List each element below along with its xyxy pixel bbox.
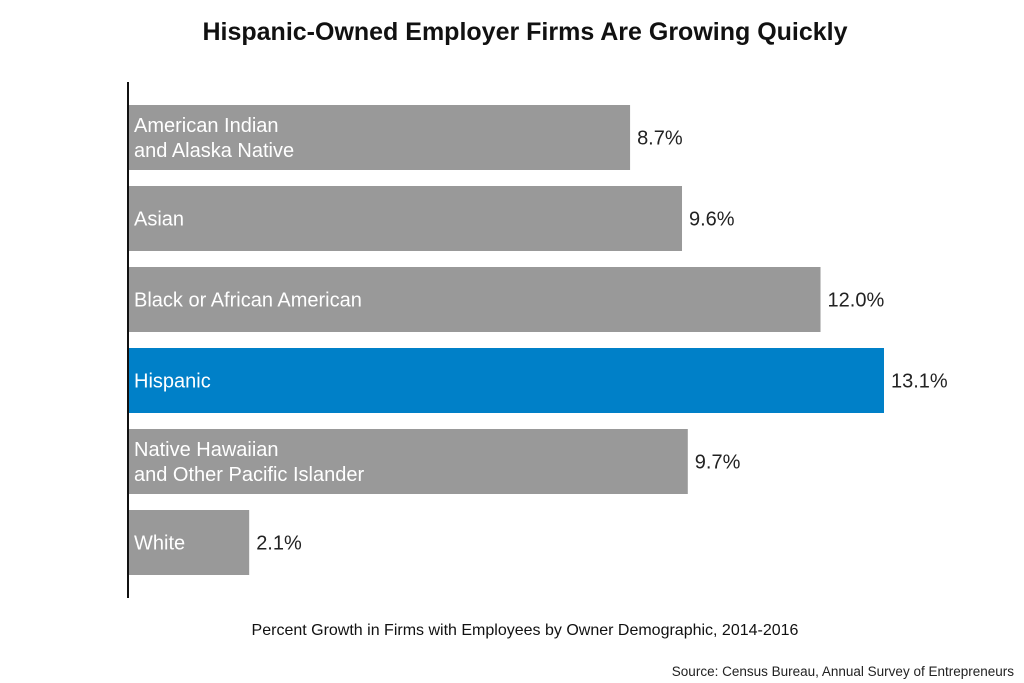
chart-subtitle: Percent Growth in Firms with Employees b… [251, 622, 799, 639]
bar-chart: American Indian and Alaska Native 8.7% Asia… [127, 82, 948, 598]
category-label: Black or African American [134, 290, 362, 312]
value-label: 9.6% [689, 209, 735, 231]
category-label: Native Hawaiian [134, 439, 279, 461]
value-label: 12.0% [828, 290, 885, 312]
bar [128, 510, 250, 575]
chart-title: Hispanic-Owned Employer Firms Are Growin… [202, 18, 848, 46]
category-label: Asian [134, 209, 184, 231]
value-label: 9.7% [695, 452, 741, 474]
bar [128, 186, 683, 251]
value-label: 2.1% [256, 533, 302, 555]
bar [128, 267, 821, 332]
category-label: and Other Pacific Islander [134, 464, 364, 486]
value-label: 8.7% [637, 128, 683, 150]
bar [128, 348, 884, 413]
category-label: American Indian [134, 115, 279, 137]
value-label: 13.1% [891, 371, 948, 393]
category-label: White [134, 533, 185, 555]
category-label: and Alaska Native [134, 140, 294, 162]
chart-source: Source: Census Bureau, Annual Survey of … [671, 664, 1014, 679]
bar [128, 429, 688, 494]
category-label: Hispanic [134, 371, 211, 393]
bar [128, 105, 631, 170]
